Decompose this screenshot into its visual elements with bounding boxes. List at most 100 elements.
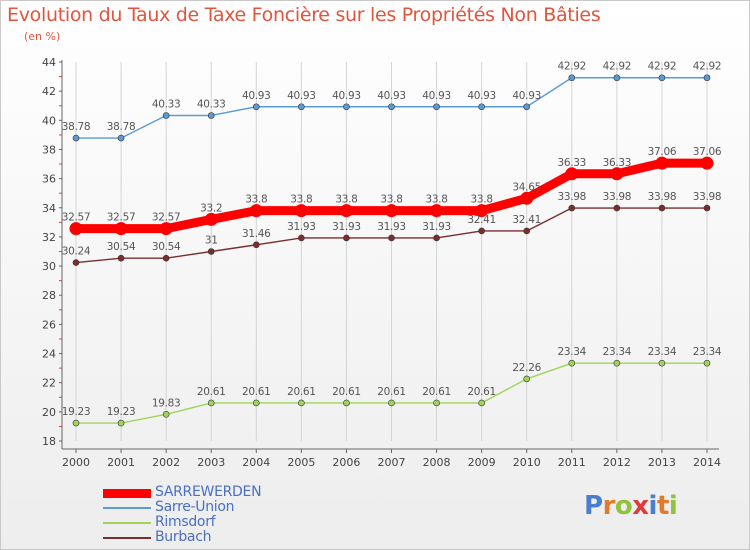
data-point-sarrewerden	[339, 204, 353, 218]
data-point-sarrewerden	[114, 222, 128, 236]
data-point-sarrewerden	[294, 204, 308, 218]
logo-letter: i	[668, 491, 678, 521]
data-point-sarre-union	[478, 103, 485, 111]
data-label: 31.93	[377, 221, 406, 233]
data-label: 32.57	[107, 212, 136, 224]
data-point-rimsdorf	[343, 399, 350, 407]
x-tick-label: 2001	[107, 456, 135, 469]
data-label: 23.34	[648, 346, 677, 358]
data-label: 22.26	[512, 362, 541, 374]
data-point-rimsdorf	[478, 399, 485, 407]
logo-letter: x	[632, 491, 649, 521]
legend-label: Burbach	[155, 529, 212, 545]
data-label: 40.93	[512, 90, 541, 102]
data-label: 42.92	[558, 61, 587, 73]
data-point-sarre-union	[703, 74, 711, 82]
data-label: 20.61	[377, 386, 406, 398]
data-label: 34.65	[512, 181, 541, 193]
y-tick-label: 32	[42, 231, 56, 244]
data-point-sarre-union	[433, 103, 440, 111]
series-lines	[69, 74, 714, 427]
data-label: 19.23	[107, 406, 136, 418]
data-label: 40.33	[197, 98, 226, 110]
data-label: 38.78	[62, 121, 91, 133]
data-point-sarre-union	[162, 112, 170, 119]
data-label: 36.33	[558, 157, 587, 169]
data-point-sarre-union	[568, 74, 576, 82]
proxiti-logo: Proxiti	[584, 491, 678, 521]
x-tick-label: 2014	[693, 456, 721, 469]
data-label: 40.93	[377, 90, 406, 102]
data-point-rimsdorf	[703, 359, 711, 367]
data-label: 20.61	[197, 386, 226, 398]
data-label: 42.92	[603, 61, 632, 73]
y-tick-label: 34	[42, 202, 56, 215]
data-point-sarrewerden	[610, 167, 624, 181]
data-point-rimsdorf	[613, 359, 621, 367]
data-point-rimsdorf	[298, 399, 305, 407]
y-tick-label: 24	[42, 348, 56, 361]
y-tick-label: 38	[42, 143, 56, 156]
data-label: 40.93	[242, 90, 271, 102]
legend-swatch	[103, 537, 151, 539]
data-label: 30.54	[107, 241, 136, 253]
y-tick-label: 36	[42, 173, 56, 186]
data-point-sarrewerden	[520, 191, 534, 205]
y-tick-label: 40	[42, 114, 56, 127]
logo-letter: t	[656, 491, 669, 521]
data-point-burbach	[658, 204, 666, 212]
data-label: 31.46	[242, 228, 271, 240]
data-point-burbach	[343, 234, 350, 242]
data-label: 20.61	[242, 386, 271, 398]
data-point-sarrewerden	[430, 204, 444, 218]
data-point-rimsdorf	[117, 419, 125, 427]
data-label: 23.34	[603, 346, 632, 358]
data-point-sarrewerden	[385, 204, 398, 218]
chart-unit-label: (en %)	[24, 30, 61, 43]
data-point-burbach	[207, 248, 215, 255]
data-point-burbach	[613, 204, 621, 212]
data-point-burbach	[433, 234, 440, 242]
data-label: 42.92	[648, 61, 677, 73]
data-point-burbach	[72, 259, 80, 266]
data-point-sarre-union	[658, 74, 666, 82]
data-label: 32.41	[512, 214, 541, 226]
data-label: 33.8	[380, 194, 402, 206]
x-tick-label: 2005	[287, 456, 315, 469]
data-point-sarrewerden	[700, 156, 714, 170]
data-point-sarre-union	[523, 103, 531, 111]
data-label: 33.98	[693, 191, 722, 203]
data-label: 38.78	[107, 121, 136, 133]
x-tick-label: 2011	[558, 456, 586, 469]
logo-letter: i	[648, 491, 658, 521]
x-tick-label: 2012	[603, 456, 631, 469]
data-point-sarre-union	[252, 103, 260, 111]
data-label: 40.93	[467, 90, 496, 102]
data-label: 42.92	[693, 61, 722, 73]
legend-label: Rimsdorf	[155, 514, 216, 530]
data-label: 40.93	[422, 90, 451, 102]
data-label: 33.98	[558, 191, 587, 203]
data-label: 20.61	[422, 386, 451, 398]
data-label: 32.57	[152, 212, 181, 224]
data-label: 33.8	[245, 194, 267, 206]
data-point-sarrewerden	[475, 204, 489, 218]
data-point-rimsdorf	[433, 399, 440, 407]
data-point-sarrewerden	[204, 212, 218, 226]
data-label: 40.33	[152, 98, 181, 110]
legend-swatch	[103, 507, 151, 509]
data-label: 19.23	[62, 406, 91, 418]
data-label: 31.93	[332, 221, 361, 233]
x-tick-label: 2004	[242, 456, 270, 469]
data-point-rimsdorf	[388, 399, 395, 407]
data-label: 33.8	[290, 194, 312, 206]
data-label: 31.93	[422, 221, 451, 233]
logo-letter: r	[602, 491, 616, 521]
logo-letter: P	[584, 491, 603, 521]
data-label: 23.34	[558, 346, 587, 358]
data-point-burbach	[117, 254, 125, 262]
data-label: 37.06	[693, 146, 722, 158]
legend-swatch	[103, 488, 151, 498]
x-tick-label: 2002	[152, 456, 180, 469]
